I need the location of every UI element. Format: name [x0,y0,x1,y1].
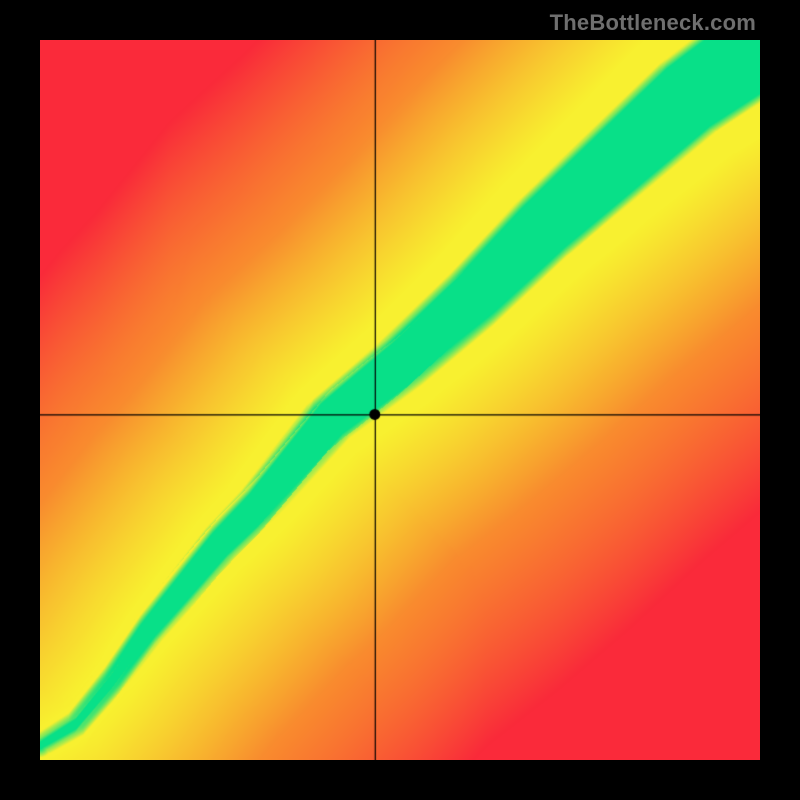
heatmap-canvas [40,40,760,760]
watermark-text: TheBottleneck.com [550,10,756,36]
chart-frame: { "watermark": { "text": "TheBottleneck.… [0,0,800,800]
heatmap-plot [40,40,760,760]
